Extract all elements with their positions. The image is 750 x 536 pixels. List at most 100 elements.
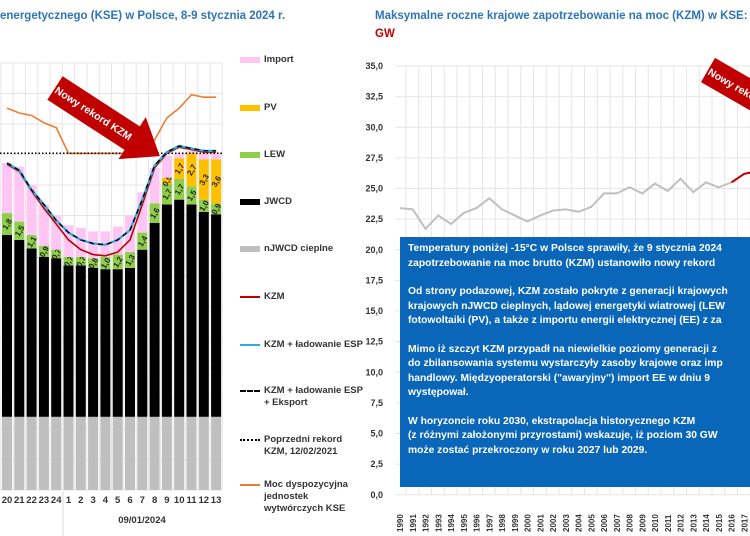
- x-tick-label: 1992: [422, 514, 431, 532]
- x-tick-label: 2: [78, 495, 83, 506]
- x-tick-label: 1993: [434, 514, 443, 532]
- y-tick-label: 5,0: [370, 429, 383, 439]
- bar-njwcd-cieplne: [149, 416, 160, 490]
- bar-import: [198, 153, 209, 160]
- legend-swatch: [240, 199, 260, 205]
- info-line: zapotrzebowanie na moc brutto (KZM) usta…: [408, 257, 716, 269]
- x-tick-label: 6: [127, 495, 132, 506]
- right-chart-title: Maksymalne roczne krajowe zapotrzebowani…: [375, 10, 750, 22]
- bar-lew: [88, 258, 99, 268]
- x-tick-label: 11: [186, 495, 197, 506]
- info-line: Mimo iż szczyt KZM przypadł na niewielki…: [408, 343, 717, 355]
- bar-pv: [186, 153, 197, 187]
- bar-import: [51, 215, 62, 250]
- info-line: (z różnymi założonymi przyrostami) wskaz…: [408, 430, 718, 441]
- bar-import: [38, 204, 49, 246]
- x-tick-label: 7: [140, 495, 145, 506]
- x-tick-label: 2005: [587, 514, 596, 532]
- bar-lew: [112, 254, 123, 270]
- legend-item: KZM + ładowanie ESP: [240, 339, 363, 351]
- legend-item: KZM + ładowanie ESP + Eksport: [240, 385, 364, 409]
- bar-jwcd: [63, 265, 74, 417]
- x-tick-label: 2006: [600, 514, 609, 532]
- x-tick-label: 1991: [409, 514, 418, 532]
- x-tick-label: 12: [199, 495, 210, 506]
- x-tick-label: 1990: [396, 514, 405, 532]
- bar-njwcd-cieplne: [186, 416, 197, 490]
- bar-lew: [149, 203, 160, 223]
- y-tick-label: 20,0: [365, 245, 383, 255]
- bar-lew: [174, 178, 185, 200]
- bar-njwcd-cieplne: [63, 416, 74, 490]
- bar-jwcd: [174, 199, 185, 417]
- x-tick-label: 22: [26, 495, 37, 506]
- legend-label: PV: [264, 102, 277, 113]
- y-tick-label: 32,5: [365, 92, 383, 102]
- legend-label: KZM: [264, 291, 285, 302]
- bar-jwcd: [26, 248, 37, 417]
- x-tick-label: 9: [164, 495, 169, 506]
- new-record-arrow: Nowy rekord KZM: [47, 76, 160, 160]
- bar-lew: [26, 235, 37, 249]
- info-line: Temperatury poniżej -15°C w Polsce spraw…: [408, 243, 722, 254]
- y-tick-label: 15,0: [365, 306, 383, 316]
- bar-jwcd: [149, 222, 160, 417]
- legend-swatch: [240, 105, 260, 111]
- bar-import: [186, 150, 197, 154]
- legend-item: Moc dyspozycyjna jednostek wytwórczych K…: [240, 479, 364, 515]
- x-tick-label: 2015: [715, 514, 724, 532]
- x-tick-label: 1995: [460, 514, 469, 532]
- bar-jwcd: [137, 249, 148, 417]
- bar-import: [137, 192, 148, 233]
- x-tick-label: 5: [115, 495, 121, 506]
- bar-jwcd: [51, 258, 62, 417]
- x-tick-label: 1: [66, 495, 72, 506]
- info-paragraph: Temperatury poniżej -15°C w Polsce spraw…: [408, 242, 750, 271]
- y-tick-label: 2,5: [370, 459, 383, 469]
- right-chart-unit: GW: [375, 28, 395, 40]
- info-box: Temperatury poniżej -15°C w Polsce spraw…: [400, 237, 750, 487]
- bar-lew: [198, 199, 209, 212]
- y-tick-label: 27,5: [365, 153, 383, 163]
- bar-import: [211, 153, 222, 160]
- legend-label: KZM + ładowanie ESP + Eksport: [264, 385, 363, 408]
- bar-njwcd-cieplne: [198, 416, 209, 490]
- bar-njwcd-cieplne: [88, 416, 99, 490]
- x-tick-label: 2012: [677, 514, 686, 532]
- legend-swatch: [240, 57, 260, 63]
- date-label: 09/01/2024: [118, 515, 166, 526]
- new-record-arrow-right: Nowy rekord KZM: [701, 57, 750, 138]
- kzm-esp-export-line: [6, 145, 217, 246]
- bar-njwcd-cieplne: [51, 416, 62, 490]
- x-tick-label: 2013: [689, 514, 698, 532]
- x-tick-label: 24: [51, 495, 62, 506]
- info-paragraph: Od strony podazowej, KZM zostało pokryte…: [408, 285, 750, 329]
- y-tick-label: 17,5: [365, 275, 383, 285]
- bar-lew: [211, 203, 222, 215]
- legend-item: PV: [240, 102, 277, 114]
- bar-lew: [38, 246, 49, 257]
- x-tick-label: 23: [39, 495, 50, 506]
- x-tick-label: 2011: [664, 514, 673, 532]
- legend-item: LEW: [240, 149, 285, 161]
- legend-label: Poprzedni rekord KZM, 12/02/2021: [264, 434, 343, 457]
- x-tick-label: 4: [103, 495, 109, 506]
- legend-item: nJWCD cieplne: [240, 243, 333, 255]
- x-tick-label: 3: [90, 495, 95, 506]
- legend-swatch: [240, 246, 260, 252]
- bar-jwcd: [186, 204, 197, 417]
- x-tick-label: 13: [211, 495, 222, 506]
- info-paragraph: W horyzoncie roku 2030, ekstrapolacja hi…: [408, 415, 750, 459]
- bar-njwcd-cieplne: [161, 416, 172, 490]
- bar-import: [14, 166, 25, 222]
- bar-lew: [14, 221, 25, 240]
- bar-njwcd-cieplne: [38, 416, 49, 490]
- x-tick-label: 1996: [473, 514, 482, 532]
- x-tick-label: 2003: [562, 514, 571, 532]
- x-tick-label: 2001: [536, 514, 545, 532]
- legend-swatch: [240, 344, 260, 346]
- legend-item: JWCD: [240, 196, 292, 208]
- x-tick-label: 8: [152, 495, 157, 506]
- y-tick-label: 22,5: [365, 214, 383, 224]
- x-tick-label: 2000: [524, 514, 533, 532]
